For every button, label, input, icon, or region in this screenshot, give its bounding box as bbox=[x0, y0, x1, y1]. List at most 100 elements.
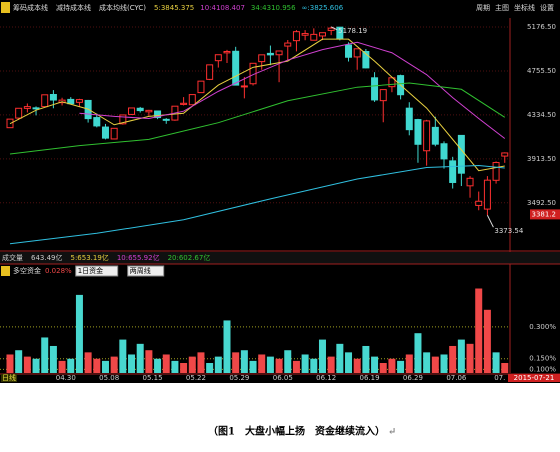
fund-bar bbox=[457, 339, 465, 373]
period-box[interactable] bbox=[1, 374, 17, 382]
toolbar-button[interactable]: 设置 bbox=[540, 3, 554, 12]
fund-bar bbox=[475, 288, 483, 373]
fund-bar bbox=[128, 354, 136, 373]
candle-body bbox=[240, 85, 248, 88]
toolbar-button[interactable]: 周期 bbox=[476, 4, 490, 12]
candle-body bbox=[49, 93, 57, 101]
candle-body bbox=[284, 42, 292, 47]
selector[interactable]: 1日资金 bbox=[78, 266, 103, 275]
x-tick-label: 06.19 bbox=[360, 374, 380, 382]
candle-body bbox=[214, 54, 222, 62]
volume-label: 10:655.92亿 bbox=[117, 253, 160, 262]
last-price-label: 3381.2 bbox=[532, 210, 557, 218]
candle-body bbox=[501, 152, 509, 157]
candle-body bbox=[440, 143, 448, 160]
fund-bar bbox=[75, 294, 83, 373]
candle-body bbox=[388, 77, 396, 88]
help-icon[interactable] bbox=[1, 266, 10, 276]
period-label[interactable]: 日线 bbox=[2, 373, 16, 382]
fund-bar bbox=[327, 356, 335, 373]
fund-bar bbox=[336, 343, 344, 373]
fund-bar bbox=[58, 360, 66, 373]
fund-bar bbox=[397, 360, 405, 373]
fund-bar bbox=[501, 362, 509, 373]
toolbar-button[interactable]: 主图 bbox=[495, 3, 509, 12]
fund-bar bbox=[345, 352, 353, 373]
candle-body bbox=[371, 77, 379, 101]
fund-bar bbox=[492, 352, 500, 373]
fund-bar bbox=[258, 354, 266, 373]
fund-bar bbox=[119, 339, 127, 373]
fund-bar bbox=[188, 356, 196, 373]
fund-bar bbox=[388, 358, 396, 373]
ma-line bbox=[79, 41, 506, 139]
fund-bar bbox=[449, 345, 457, 373]
x-tick-label: 05.08 bbox=[99, 374, 119, 382]
volume-label: 5:653.19亿 bbox=[71, 253, 109, 262]
x-tick-label: 07. bbox=[494, 374, 505, 382]
paragraph-mark: ↵ bbox=[388, 427, 396, 438]
candle-body bbox=[128, 107, 136, 115]
selector[interactable]: 两周线 bbox=[130, 266, 151, 275]
volume-label: 643.49亿 bbox=[31, 253, 63, 262]
candle-body bbox=[258, 54, 266, 63]
candle-body bbox=[41, 94, 49, 108]
y-tick-label: 0.150% bbox=[529, 355, 556, 363]
candle-body bbox=[32, 107, 40, 110]
ma-label: 10:4108.407 bbox=[200, 4, 245, 12]
y-tick-label: 4334.50 bbox=[527, 111, 556, 119]
ma-label: ∞:3825.606 bbox=[302, 4, 344, 12]
help-icon[interactable] bbox=[1, 2, 10, 13]
ma-line bbox=[9, 38, 505, 172]
candle-body bbox=[492, 162, 500, 181]
candle-body bbox=[110, 127, 118, 140]
fund-bar bbox=[154, 358, 162, 373]
fund-bar bbox=[32, 358, 40, 373]
candle-body bbox=[206, 64, 214, 80]
fund-bar bbox=[6, 354, 14, 373]
fund-bar bbox=[15, 350, 23, 373]
x-tick-label: 04.30 bbox=[56, 374, 76, 382]
fund-bar bbox=[318, 339, 326, 373]
toolbar-item[interactable]: 筹码成本线 bbox=[13, 3, 48, 12]
toolbar-item[interactable]: 减持成本线 bbox=[56, 3, 91, 12]
y-tick-label: 5176.50 bbox=[527, 23, 556, 31]
y-tick-label: 3492.50 bbox=[527, 199, 556, 207]
candle-body bbox=[475, 200, 483, 206]
candle-body bbox=[362, 51, 370, 69]
candle-body bbox=[292, 31, 300, 42]
candle-body bbox=[466, 177, 474, 187]
fund-bar bbox=[275, 358, 283, 373]
candle-body bbox=[223, 51, 231, 54]
fund-bar bbox=[301, 354, 309, 373]
fund-bar bbox=[110, 356, 118, 373]
fund-bar bbox=[266, 356, 274, 373]
candle-body bbox=[67, 98, 75, 105]
candle-body bbox=[301, 33, 309, 36]
candle-body bbox=[232, 50, 240, 86]
fund-bar bbox=[145, 350, 153, 373]
candle-body bbox=[423, 120, 431, 152]
selector-box[interactable] bbox=[75, 265, 119, 277]
selector-box[interactable] bbox=[127, 265, 165, 277]
x-tick-label: 06.05 bbox=[273, 374, 293, 382]
y-tick-label: 4755.50 bbox=[527, 67, 556, 75]
candle-body bbox=[145, 109, 153, 113]
date-box bbox=[508, 374, 560, 382]
ma-label: 5:3845.375 bbox=[154, 4, 194, 12]
fund-bar bbox=[310, 358, 318, 373]
date-label: 2015-07-21 bbox=[514, 374, 555, 382]
y-tick-label: 3913.50 bbox=[527, 155, 556, 163]
toolbar-item[interactable]: 成本均线(CYC) bbox=[99, 3, 146, 12]
y-tick-label: 0.300% bbox=[529, 323, 556, 331]
candle-body bbox=[353, 48, 361, 58]
candle-body bbox=[327, 27, 335, 31]
annotation-arrow bbox=[486, 214, 494, 228]
fund-bar bbox=[171, 360, 179, 373]
fund-bar bbox=[405, 354, 413, 373]
annotation-arrow bbox=[330, 26, 338, 31]
fund-bar bbox=[206, 362, 214, 373]
fund-bar bbox=[414, 333, 422, 373]
toolbar-button[interactable]: 坐标线 bbox=[514, 3, 535, 12]
fund-bar bbox=[93, 358, 101, 373]
